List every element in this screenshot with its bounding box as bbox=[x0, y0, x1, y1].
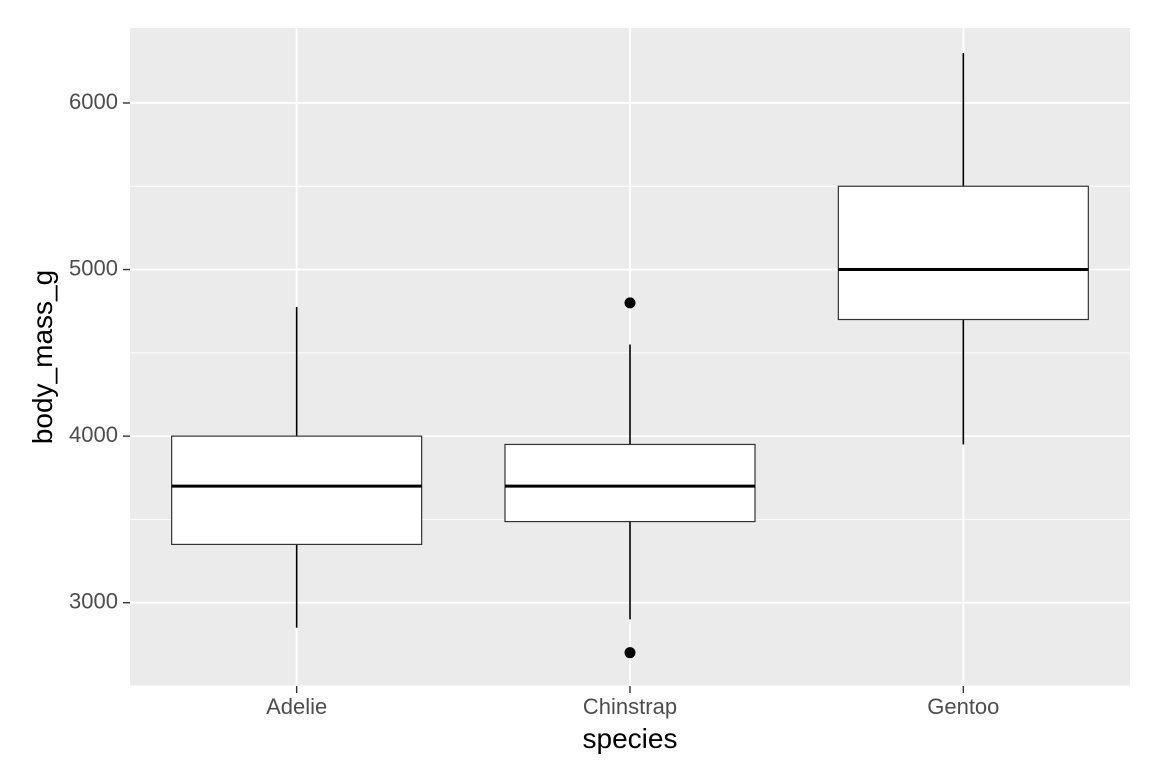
y-tick-label: 4000 bbox=[69, 422, 118, 447]
outlier-point bbox=[625, 297, 636, 308]
y-tick-label: 3000 bbox=[69, 589, 118, 614]
chart-svg: 3000 4000 5000 6000 Adelie Chinstrap Gentoo spe… bbox=[10, 10, 1140, 760]
x-axis-title: species bbox=[583, 723, 678, 754]
x-tick-label: Gentoo bbox=[927, 694, 999, 719]
box-Adelie bbox=[172, 436, 422, 544]
y-tick-label: 5000 bbox=[69, 255, 118, 280]
y-axis-title: body_mass_g bbox=[27, 270, 58, 444]
outlier-point bbox=[625, 647, 636, 658]
y-tick-label: 6000 bbox=[69, 89, 118, 114]
x-tick-label: Chinstrap bbox=[583, 694, 677, 719]
box-Chinstrap bbox=[505, 444, 755, 521]
boxplot-chart: 3000 4000 5000 6000 Adelie Chinstrap Gentoo spe… bbox=[10, 10, 1140, 760]
x-tick-label: Adelie bbox=[266, 694, 327, 719]
box-Gentoo bbox=[838, 186, 1088, 319]
